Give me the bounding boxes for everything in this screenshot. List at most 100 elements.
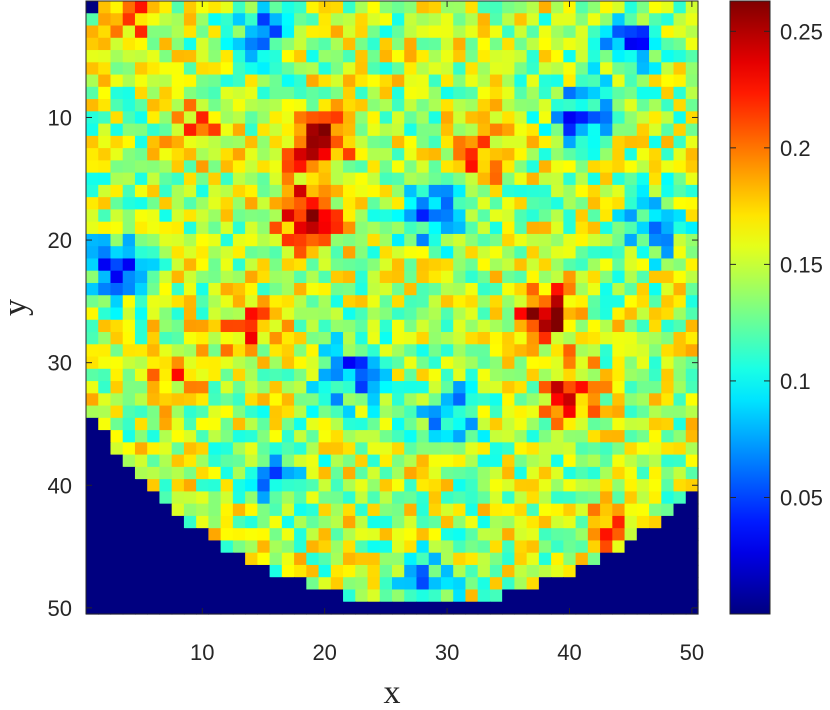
heatmap-cell xyxy=(159,295,173,309)
heatmap-cell xyxy=(183,221,197,235)
heatmap-cell xyxy=(624,25,638,39)
heatmap-cell xyxy=(538,442,552,456)
heatmap-cell xyxy=(281,528,295,542)
heatmap-cell xyxy=(147,295,161,309)
heatmap-cell xyxy=(355,282,369,296)
heatmap-cell xyxy=(318,1,332,14)
heatmap-cell xyxy=(416,62,430,76)
heatmap-cell xyxy=(134,1,148,14)
heatmap-cell xyxy=(86,503,99,517)
heatmap-cell xyxy=(392,246,405,260)
heatmap-cell xyxy=(318,295,332,309)
heatmap-cell xyxy=(453,50,467,63)
heatmap-cell xyxy=(502,405,515,419)
heatmap-cell xyxy=(526,479,540,492)
heatmap-cell xyxy=(245,74,258,88)
heatmap-cell xyxy=(281,307,295,321)
heatmap-cell xyxy=(538,246,552,260)
heatmap-cell xyxy=(98,442,112,456)
heatmap-cell xyxy=(159,13,173,27)
heatmap-cell xyxy=(86,368,99,382)
heatmap-cell xyxy=(600,172,613,186)
heatmap-cell xyxy=(98,246,112,260)
heatmap-cell xyxy=(269,184,283,198)
heatmap-cell xyxy=(428,466,442,480)
heatmap-cell xyxy=(245,37,258,51)
heatmap-cell xyxy=(343,528,356,542)
heatmap-cell xyxy=(600,503,613,517)
heatmap-cell xyxy=(245,307,258,321)
heatmap-cell xyxy=(269,344,283,358)
heatmap-cell xyxy=(489,515,503,529)
heatmap-cell xyxy=(514,197,528,211)
heatmap-cell xyxy=(269,332,283,345)
heatmap-cell xyxy=(649,503,662,517)
heatmap-cell xyxy=(208,1,222,14)
heatmap-cell xyxy=(208,258,222,272)
heatmap-cell xyxy=(343,160,356,174)
heatmap-cell xyxy=(563,13,577,27)
heatmap-cell xyxy=(538,332,552,345)
heatmap-cell xyxy=(502,37,515,51)
heatmap-cell xyxy=(306,479,320,492)
heatmap-cell xyxy=(318,393,332,407)
heatmap-cell xyxy=(551,111,564,125)
heatmap-cell xyxy=(98,184,112,198)
heatmap-cell xyxy=(208,528,222,542)
heatmap-cell xyxy=(428,99,442,112)
heatmap-cell xyxy=(134,589,148,603)
heatmap-cell xyxy=(502,50,515,63)
heatmap-cell xyxy=(685,258,699,272)
heatmap-cell xyxy=(257,1,271,14)
heatmap-cell xyxy=(98,356,112,370)
heatmap-cell xyxy=(98,1,112,14)
heatmap-cell xyxy=(245,589,258,603)
heatmap-cell xyxy=(514,577,528,591)
heatmap-cell xyxy=(318,50,332,63)
heatmap-cell xyxy=(183,197,197,211)
heatmap-cell xyxy=(453,295,467,309)
heatmap-cell xyxy=(294,258,307,272)
heatmap-cell xyxy=(661,356,675,370)
heatmap-cell xyxy=(563,319,577,333)
heatmap-cell xyxy=(661,221,675,235)
heatmap-cell xyxy=(134,184,148,198)
heatmap-cell xyxy=(196,319,209,333)
heatmap-cell xyxy=(269,319,283,333)
heatmap-cell xyxy=(685,99,699,112)
heatmap-cell xyxy=(685,37,699,51)
heatmap-cell xyxy=(110,319,124,333)
heatmap-cell xyxy=(612,442,626,456)
heatmap-cell xyxy=(673,589,687,603)
heatmap-cell xyxy=(392,197,405,211)
heatmap-cell xyxy=(453,270,467,284)
heatmap-cell xyxy=(306,332,320,345)
heatmap-cell xyxy=(269,123,283,137)
heatmap-cell xyxy=(110,258,124,272)
heatmap-cell xyxy=(367,405,381,419)
heatmap-cell xyxy=(220,172,234,186)
heatmap-cell xyxy=(318,148,332,161)
heatmap-cell xyxy=(649,160,662,174)
heatmap-cell xyxy=(440,258,454,272)
heatmap-cell xyxy=(392,442,405,456)
heatmap-cell xyxy=(306,62,320,76)
heatmap-cell xyxy=(330,74,344,88)
heatmap-cell xyxy=(343,209,356,223)
heatmap-cell xyxy=(600,99,613,112)
heatmap-cell xyxy=(514,552,528,566)
heatmap-cell xyxy=(98,319,112,333)
heatmap-cell xyxy=(306,528,320,542)
heatmap-cell xyxy=(379,74,393,88)
heatmap-cell xyxy=(404,528,418,542)
heatmap-cell xyxy=(404,50,418,63)
heatmap-cell xyxy=(514,282,528,296)
heatmap-cell xyxy=(551,356,564,370)
y-tick-label: 10 xyxy=(48,105,72,130)
heatmap-cell xyxy=(612,528,626,542)
heatmap-cell xyxy=(575,417,589,431)
heatmap-cell xyxy=(502,307,515,321)
heatmap-cell xyxy=(159,123,173,137)
heatmap-cell xyxy=(330,246,344,260)
heatmap-cell xyxy=(343,552,356,566)
